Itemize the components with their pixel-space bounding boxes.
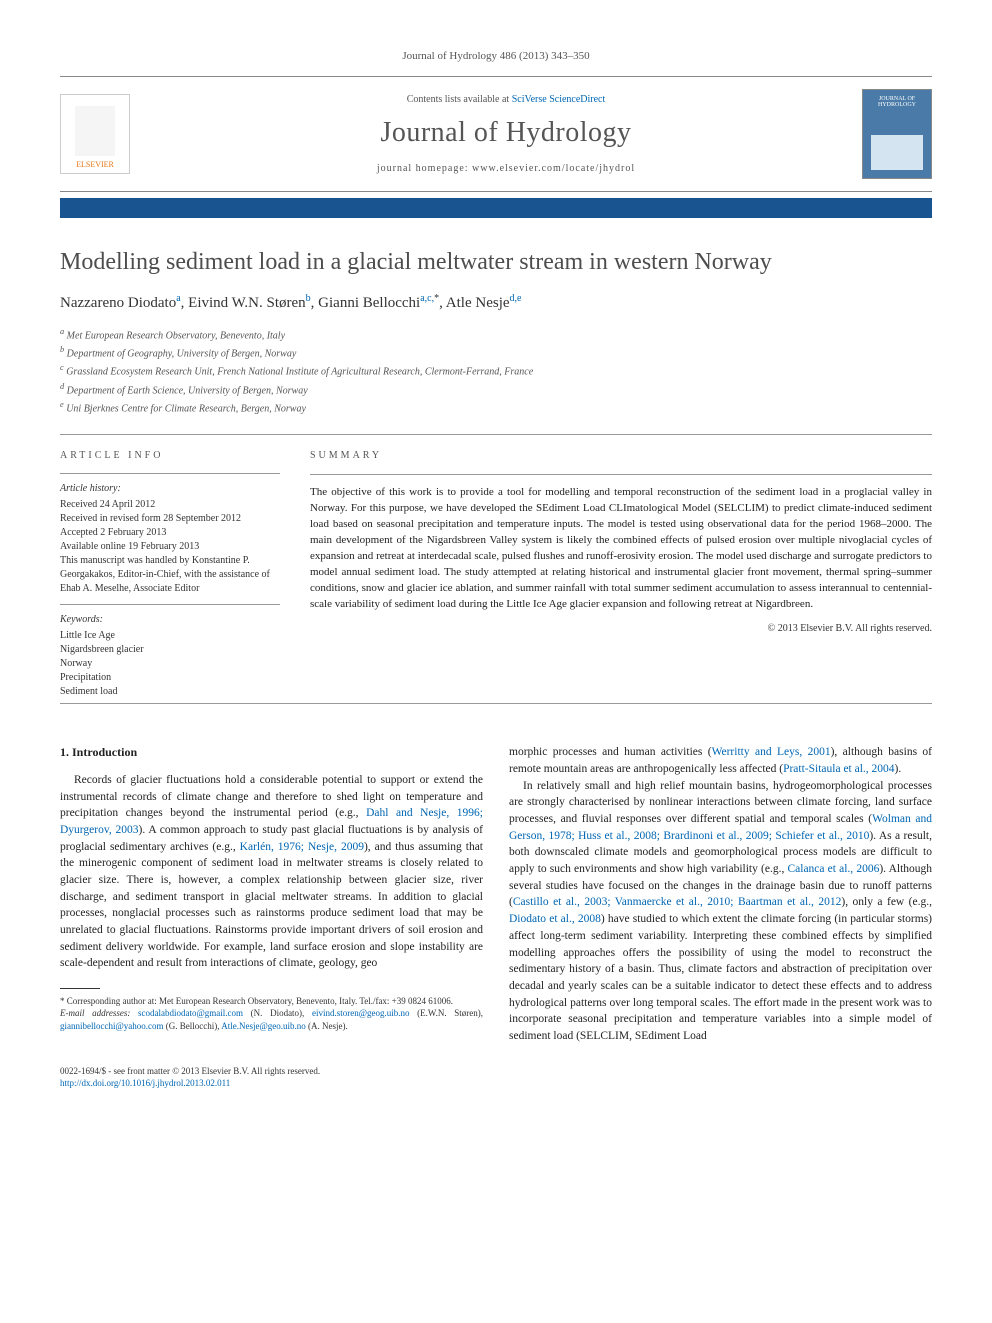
affiliation-item: d Department of Earth Science, Universit…	[60, 381, 932, 398]
page-container: Journal of Hydrology 486 (2013) 343–350 …	[0, 0, 992, 1140]
text-run: ), and thus assuming that the minerogeni…	[60, 841, 483, 970]
info-summary-row: ARTICLE INFO Article history: Received 2…	[60, 439, 932, 699]
affiliations-list: a Met European Research Observatory, Ben…	[60, 326, 932, 417]
text-run: ) have studied to which extent the clima…	[509, 913, 932, 1042]
copyright-line: © 2013 Elsevier B.V. All rights reserved…	[310, 622, 932, 637]
body-columns: 1. Introduction Records of glacier fluct…	[60, 744, 932, 1044]
affiliation-item: b Department of Geography, University of…	[60, 344, 932, 361]
citation-link[interactable]: Karlén, 1976; Nesje, 2009	[240, 841, 364, 853]
elsevier-logo: ELSEVIER	[60, 94, 130, 174]
article-title: Modelling sediment load in a glacial mel…	[60, 248, 932, 277]
affiliation-item: c Grassland Ecosystem Research Unit, Fre…	[60, 362, 932, 379]
section-title: Introduction	[72, 745, 137, 759]
email-line: E-mail addresses: scodalabdiodato@gmail.…	[60, 1007, 483, 1032]
contents-line: Contents lists available at SciVerse Sci…	[150, 94, 862, 105]
text-run: ).	[895, 763, 902, 775]
footer-meta: 0022-1694/$ - see front matter © 2013 El…	[60, 1065, 932, 1090]
history-lines: Received 24 April 2012Received in revise…	[60, 498, 280, 596]
text-run: In relatively small and high relief moun…	[509, 780, 932, 825]
summary-text: The objective of this work is to provide…	[310, 485, 932, 613]
email-name: (N. Diodato),	[243, 1008, 312, 1018]
journal-title: Journal of Hydrology	[150, 117, 862, 149]
column-left: 1. Introduction Records of glacier fluct…	[60, 744, 483, 1044]
header-center: Contents lists available at SciVerse Sci…	[150, 94, 862, 174]
text-run: morphic processes and human activities (	[509, 746, 712, 758]
divider	[60, 473, 280, 474]
divider	[310, 474, 932, 475]
keywords-lines: Little Ice AgeNigardsbreen glacierNorway…	[60, 629, 280, 699]
elsevier-tree-icon	[75, 106, 115, 156]
citation-link[interactable]: Werritty and Leys, 2001	[712, 746, 831, 758]
journal-cover-thumbnail: JOURNAL OF HYDROLOGY	[862, 89, 932, 179]
history-item: This manuscript was handled by Konstanti…	[60, 554, 280, 596]
affiliation-item: e Uni Bjerknes Centre for Climate Resear…	[60, 399, 932, 416]
section-number: 1.	[60, 745, 69, 759]
email-name: (G. Bellocchi),	[164, 1021, 222, 1031]
divider	[60, 604, 280, 605]
homepage-prefix: journal homepage:	[377, 163, 472, 174]
authors-line: Nazzareno Diodatoa, Eivind W.N. Størenb,…	[60, 293, 932, 312]
article-info: ARTICLE INFO Article history: Received 2…	[60, 439, 280, 699]
elsevier-label: ELSEVIER	[76, 160, 114, 169]
column-right: morphic processes and human activities (…	[509, 744, 932, 1044]
summary: SUMMARY The objective of this work is to…	[310, 439, 932, 699]
paragraph: In relatively small and high relief moun…	[509, 778, 932, 1045]
email-label: E-mail addresses:	[60, 1008, 138, 1018]
keyword-item: Sediment load	[60, 685, 280, 699]
keyword-item: Norway	[60, 657, 280, 671]
blue-separator-bar	[60, 198, 932, 218]
journal-header: ELSEVIER Contents lists available at Sci…	[60, 76, 932, 192]
journal-reference: Journal of Hydrology 486 (2013) 343–350	[60, 50, 932, 62]
history-item: Available online 19 February 2013	[60, 540, 280, 554]
citation-link[interactable]: Diodato et al., 2008	[509, 913, 601, 925]
history-item: Received 24 April 2012	[60, 498, 280, 512]
article-info-label: ARTICLE INFO	[60, 449, 280, 463]
contents-prefix: Contents lists available at	[407, 94, 512, 105]
citation-link[interactable]: Castillo et al., 2003; Vanmaercke et al.…	[513, 896, 842, 908]
doi-link[interactable]: http://dx.doi.org/10.1016/j.jhydrol.2013…	[60, 1078, 230, 1088]
keyword-item: Nigardsbreen glacier	[60, 643, 280, 657]
text-run: ), only a few (e.g.,	[841, 896, 932, 908]
keywords-label: Keywords:	[60, 613, 280, 627]
citation-link[interactable]: Pratt-Sitaula et al., 2004	[783, 763, 894, 775]
affiliation-item: a Met European Research Observatory, Ben…	[60, 326, 932, 343]
citation-link[interactable]: Calanca et al., 2006	[787, 863, 879, 875]
summary-label: SUMMARY	[310, 449, 932, 464]
email-name: (E.W.N. Støren),	[410, 1008, 483, 1018]
paragraph: Records of glacier fluctuations hold a c…	[60, 772, 483, 972]
sciencedirect-link[interactable]: SciVerse ScienceDirect	[512, 94, 606, 105]
keyword-item: Precipitation	[60, 671, 280, 685]
email-link[interactable]: scodalabdiodato@gmail.com	[138, 1008, 243, 1018]
history-item: Accepted 2 February 2013	[60, 526, 280, 540]
section-heading: 1. Introduction	[60, 744, 483, 761]
email-name: (A. Nesje).	[306, 1021, 348, 1031]
footnotes: * Corresponding author at: Met European …	[60, 995, 483, 1033]
history-item: Received in revised form 28 September 20…	[60, 512, 280, 526]
history-label: Article history:	[60, 482, 280, 496]
corresponding-author: * Corresponding author at: Met European …	[60, 995, 483, 1008]
cover-title: JOURNAL OF HYDROLOGY	[863, 96, 931, 108]
footnote-separator	[60, 988, 100, 989]
paragraph-continuation: morphic processes and human activities (…	[509, 744, 932, 777]
keyword-item: Little Ice Age	[60, 629, 280, 643]
homepage-line: journal homepage: www.elsevier.com/locat…	[150, 163, 862, 174]
front-matter-line: 0022-1694/$ - see front matter © 2013 El…	[60, 1065, 932, 1078]
email-link[interactable]: eivind.storen@geog.uib.no	[312, 1008, 410, 1018]
divider	[60, 434, 932, 435]
email-link[interactable]: giannibellocchi@yahoo.com	[60, 1021, 164, 1031]
divider	[60, 703, 932, 704]
homepage-url[interactable]: www.elsevier.com/locate/jhydrol	[472, 163, 635, 174]
email-link[interactable]: Atle.Nesje@geo.uib.no	[221, 1021, 306, 1031]
